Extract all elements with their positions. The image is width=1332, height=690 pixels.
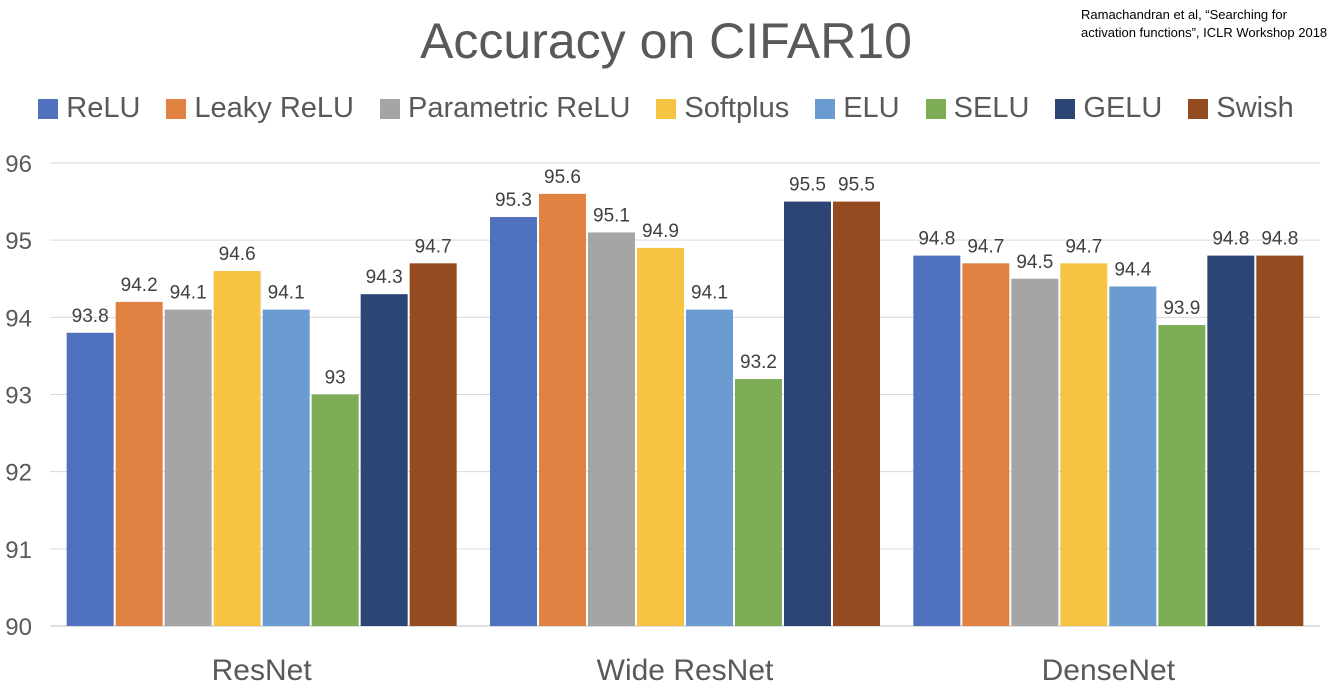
- bar: [490, 217, 537, 626]
- bar: [164, 309, 212, 626]
- legend-label: Softplus: [684, 92, 790, 124]
- data-label: 95.5: [838, 175, 875, 196]
- legend-swatch: [656, 98, 677, 119]
- data-label: 93: [325, 368, 346, 389]
- bar: [1060, 263, 1108, 626]
- chart-title: Accuracy on CIFAR10: [420, 13, 912, 69]
- y-tick-label: 90: [5, 614, 32, 641]
- legend-label: ELU: [843, 92, 900, 124]
- bar: [115, 301, 163, 626]
- y-tick-label: 91: [5, 537, 32, 564]
- x-category-label: Wide ResNet: [597, 654, 774, 687]
- bar: [588, 232, 635, 626]
- data-label: 94.1: [268, 283, 305, 304]
- bar: [913, 255, 961, 626]
- bar: [637, 247, 684, 626]
- bar: [262, 309, 310, 626]
- bar: [1109, 286, 1157, 626]
- bar: [735, 379, 782, 626]
- bar: [784, 201, 831, 627]
- data-label: 95.3: [495, 190, 532, 211]
- y-tick-label: 94: [5, 305, 32, 332]
- chart-legend: ReLU Leaky ReLU Parametric ReLU Softplus ELU…: [0, 92, 1332, 125]
- data-label: 94.7: [967, 236, 1004, 257]
- legend-item: Softplus: [656, 92, 789, 125]
- bar: [1207, 255, 1255, 626]
- bar: [311, 394, 359, 626]
- data-label: 94.1: [691, 283, 728, 304]
- legend-label: Swish: [1216, 92, 1294, 124]
- bar: [833, 201, 880, 627]
- citation-note: Ramachandran et al, “Searching for activ…: [1081, 7, 1328, 40]
- legend-swatch: [1055, 98, 1076, 119]
- bar: [1256, 255, 1304, 626]
- data-label: 93.9: [1163, 298, 1200, 319]
- legend-label: SELU: [953, 92, 1030, 124]
- data-label: 94.9: [642, 221, 679, 242]
- legend-item: SELU: [925, 92, 1030, 125]
- legend-item: Swish: [1188, 92, 1294, 125]
- data-label: 94.2: [121, 275, 158, 296]
- bar: [686, 309, 733, 626]
- legend-item: ReLU: [38, 92, 140, 125]
- data-label: 94.7: [415, 236, 452, 257]
- legend-label: Leaky ReLU: [194, 92, 354, 124]
- legend-label: GELU: [1083, 92, 1163, 124]
- y-tick-label: 96: [5, 151, 32, 178]
- legend-label: ReLU: [66, 92, 141, 124]
- data-label: 94.6: [219, 244, 256, 265]
- data-label: 93.2: [740, 352, 777, 373]
- x-category-label: DenseNet: [1042, 654, 1176, 687]
- legend-item: GELU: [1055, 92, 1162, 125]
- data-label: 95.5: [789, 175, 826, 196]
- bar: [66, 332, 114, 626]
- legend-swatch: [166, 98, 187, 119]
- y-tick-label: 93: [5, 383, 32, 410]
- data-label: 94.8: [918, 229, 955, 250]
- bar: [539, 193, 586, 626]
- data-label: 94.8: [1261, 229, 1298, 250]
- legend-swatch: [38, 98, 59, 119]
- legend-swatch: [925, 98, 946, 119]
- bar: [1158, 325, 1206, 626]
- data-label: 95.1: [593, 205, 630, 226]
- data-label: 94.3: [366, 267, 403, 288]
- bar: [360, 294, 408, 626]
- data-label: 93.8: [72, 306, 109, 327]
- legend-item: Parametric ReLU: [380, 92, 630, 125]
- x-category-label: ResNet: [212, 654, 313, 687]
- bar: [409, 263, 457, 626]
- data-label: 94.5: [1016, 252, 1053, 273]
- legend-label: Parametric ReLU: [408, 92, 631, 124]
- legend-swatch: [815, 98, 836, 119]
- data-label: 95.6: [544, 167, 581, 188]
- legend-item: Leaky ReLU: [166, 92, 354, 125]
- data-label: 94.7: [1065, 236, 1102, 257]
- data-label: 94.1: [170, 283, 207, 304]
- bar: [962, 263, 1010, 626]
- legend-swatch: [1188, 98, 1209, 119]
- legend-swatch: [380, 98, 400, 119]
- bar: [213, 271, 261, 626]
- data-label: 94.8: [1212, 229, 1249, 250]
- y-tick-label: 95: [5, 228, 32, 255]
- y-tick-label: 92: [5, 460, 32, 487]
- bar: [1011, 278, 1059, 626]
- data-label: 94.4: [1114, 259, 1151, 280]
- legend-item: ELU: [815, 92, 900, 125]
